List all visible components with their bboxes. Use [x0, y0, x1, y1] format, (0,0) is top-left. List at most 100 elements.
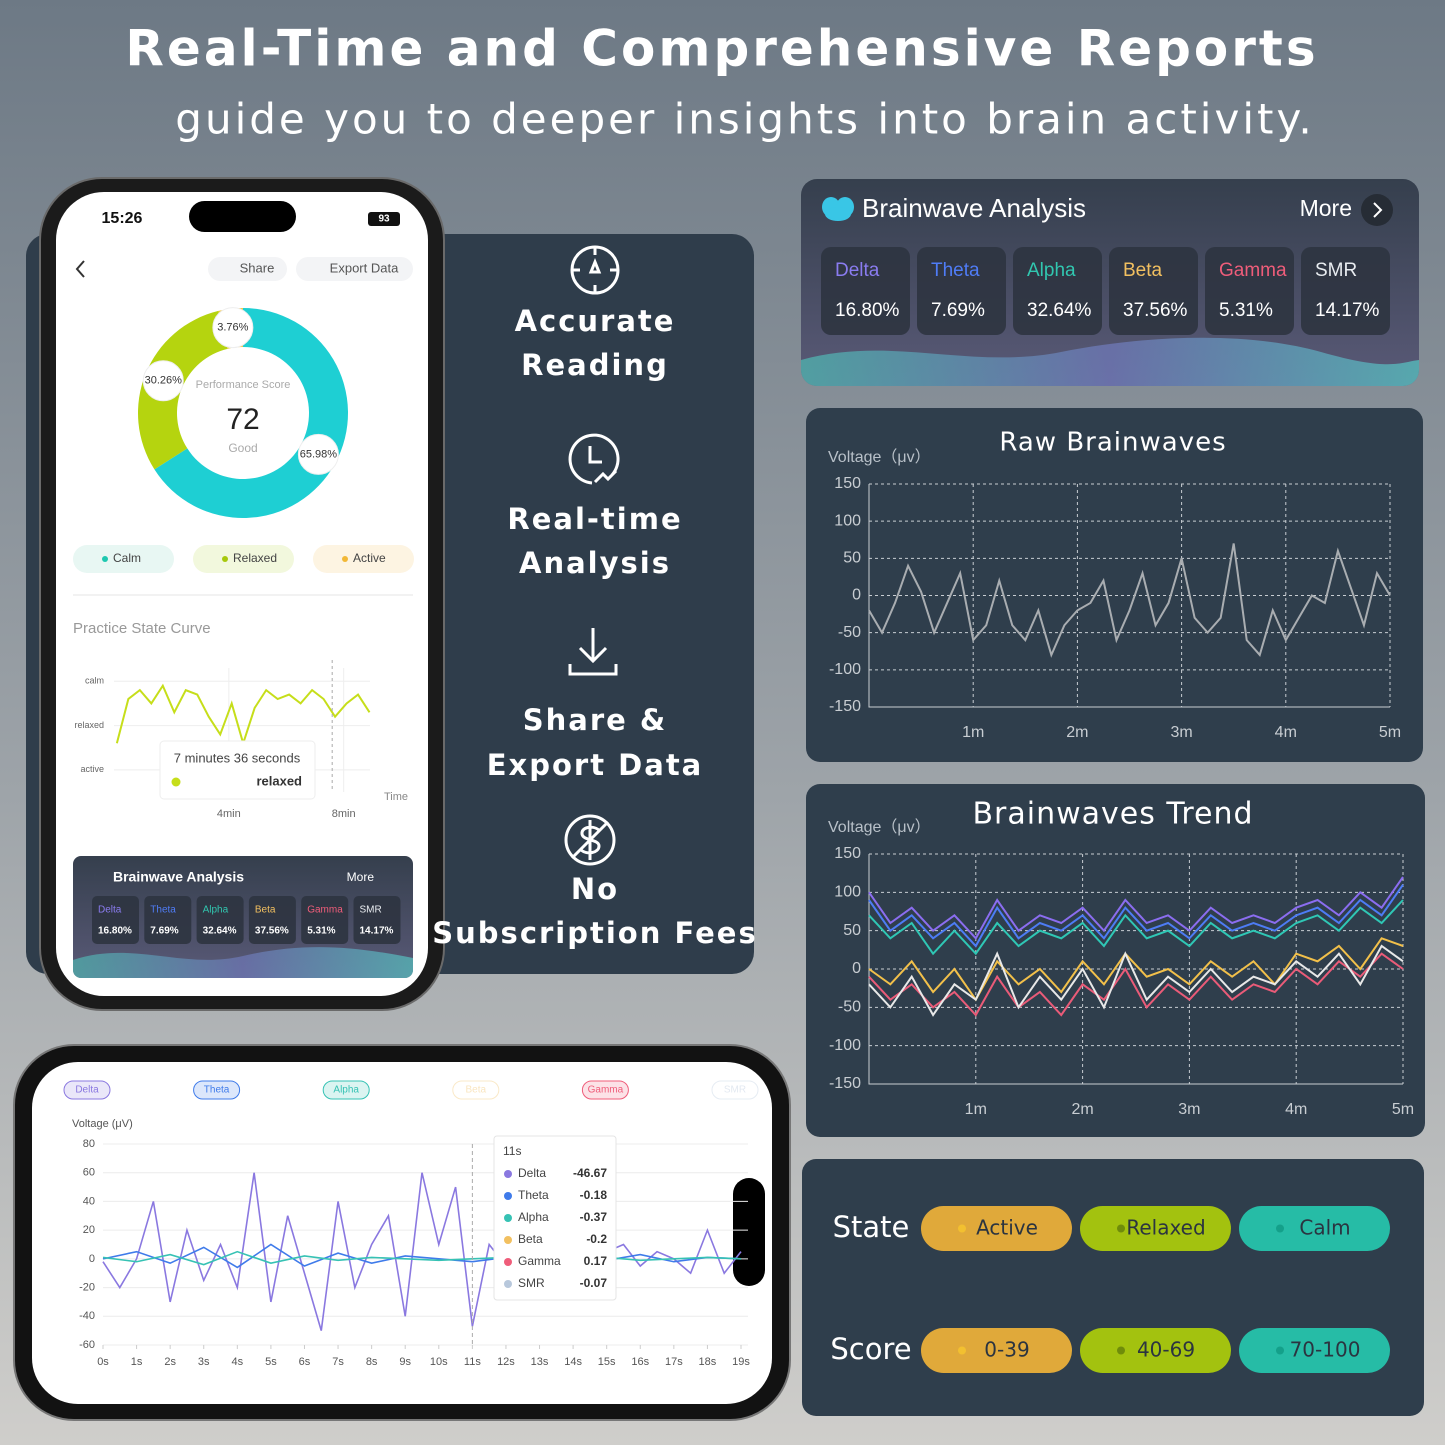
tooltip-state: relaxed [256, 773, 302, 788]
mini-band-name: SMR [360, 905, 382, 916]
donut-label-bubble [297, 433, 339, 475]
legend-label[interactable]: Beta [466, 1085, 487, 1096]
tooltip-name: SMR [518, 1276, 545, 1290]
x-tick-label: 18s [699, 1356, 717, 1368]
x-tick-label: 4s [232, 1356, 244, 1368]
band-name: Theta [931, 260, 980, 281]
score-label: 40-69 [1137, 1338, 1195, 1362]
y-tick-label: -50 [838, 624, 861, 641]
back-button[interactable] [75, 260, 85, 278]
legend-pill[interactable] [711, 1080, 759, 1100]
legend-label[interactable]: Alpha [333, 1085, 359, 1096]
x-tick-label: 9s [399, 1356, 411, 1368]
landscape-island [733, 1178, 765, 1286]
legend-label[interactable]: Gamma [588, 1085, 624, 1096]
score-heading: Score [830, 1332, 911, 1366]
x-tick-label: 4m [1275, 724, 1297, 741]
x-tick-label: 4min [217, 808, 241, 820]
feature-label: Reading [521, 348, 669, 382]
state-label: Calm [1299, 1216, 1350, 1240]
y-tick-label: 60 [83, 1167, 95, 1179]
score-pill-dot [1117, 1346, 1125, 1355]
legend-pill[interactable] [452, 1080, 500, 1100]
x-tick-label: 14s [564, 1356, 582, 1368]
more-button[interactable] [1361, 194, 1393, 226]
share-button[interactable] [208, 257, 287, 281]
x-tick-label: 13s [531, 1356, 549, 1368]
state-pill [193, 545, 294, 573]
tooltip-value: -0.07 [580, 1276, 608, 1290]
y-tick-label: 0 [852, 587, 861, 604]
state-label: Active [353, 551, 386, 565]
tooltip-value: 0.17 [584, 1254, 608, 1268]
x-tick-label: 11s [464, 1356, 481, 1368]
x-tick-label: 19s [732, 1356, 750, 1368]
y-tick-label: -50 [838, 999, 861, 1016]
y-axis-label: Voltage（μv） [828, 818, 931, 836]
tooltip-name: Beta [518, 1232, 543, 1246]
raw-panel [806, 408, 1423, 762]
x-tick-label: 3m [1178, 1101, 1200, 1118]
donut-label: 30.26% [145, 375, 183, 387]
series-line [868, 543, 1391, 658]
band-value: 37.56% [1123, 300, 1188, 321]
x-tick-label: 4m [1285, 1101, 1307, 1118]
mini-band-name: Alpha [203, 905, 229, 916]
chart-title: Brainwaves Trend [972, 797, 1253, 832]
share-label[interactable]: Share [240, 260, 275, 275]
compass-needle [572, 247, 618, 293]
y-tick-label: -100 [829, 661, 861, 678]
score-pill [921, 1328, 1072, 1373]
donut-label-bubble [142, 360, 184, 402]
clock-icon [568, 433, 620, 485]
state-pill [1080, 1206, 1231, 1251]
legend-pill[interactable] [581, 1080, 629, 1100]
state-label: Relaxed [233, 551, 277, 565]
y-tick-label: -100 [829, 1037, 861, 1054]
tooltip-title: 11s [503, 1144, 521, 1158]
x-axis-label: Time [384, 791, 408, 803]
donut-segment [138, 310, 228, 470]
legend-label[interactable]: Theta [204, 1085, 230, 1096]
x-tick-label: 1s [131, 1356, 143, 1368]
score-rating: Good [228, 441, 257, 455]
y-tick-label: relaxed [74, 720, 104, 730]
analysis-wave [801, 337, 1419, 386]
feature-label: Share & [523, 703, 667, 737]
more-label[interactable]: More [1300, 195, 1352, 221]
score-label: Performance Score [196, 379, 291, 391]
y-tick-label: 20 [83, 1224, 95, 1236]
tooltip-box [493, 1135, 617, 1301]
state-pill-dot [958, 1224, 966, 1233]
state-pill [73, 545, 174, 573]
mini-band-name: Theta [150, 905, 176, 916]
x-tick-label: 6s [299, 1356, 311, 1368]
state-label: Calm [113, 551, 141, 565]
export-button[interactable] [296, 257, 413, 281]
x-tick-label: 2m [1071, 1101, 1093, 1118]
curve-tooltip [159, 740, 316, 800]
mini-more-label[interactable]: More [347, 870, 375, 884]
legend-pill[interactable] [322, 1080, 370, 1100]
legend-label[interactable]: Delta [75, 1085, 99, 1096]
state-pill [921, 1206, 1072, 1251]
band-name: Gamma [1219, 260, 1287, 281]
y-tick-label: 150 [834, 475, 861, 492]
band-name: Alpha [1027, 260, 1076, 281]
legend-label[interactable]: SMR [724, 1085, 746, 1096]
y-tick-label: 80 [83, 1138, 95, 1150]
band-tile [1013, 247, 1102, 335]
export-label[interactable]: Export Data [330, 260, 399, 275]
series-line [868, 952, 1404, 1017]
more-chevron [1373, 202, 1383, 218]
series-line [868, 899, 1404, 956]
legend-pill[interactable] [63, 1080, 111, 1100]
tooltip-name: Alpha [518, 1210, 549, 1224]
tooltip-dot [504, 1258, 512, 1266]
legend-pill[interactable] [193, 1080, 241, 1100]
status-time: 15:26 [102, 210, 143, 227]
mini-wave [73, 947, 413, 978]
band-value: 14.17% [1315, 300, 1380, 321]
download-icon [568, 628, 618, 676]
